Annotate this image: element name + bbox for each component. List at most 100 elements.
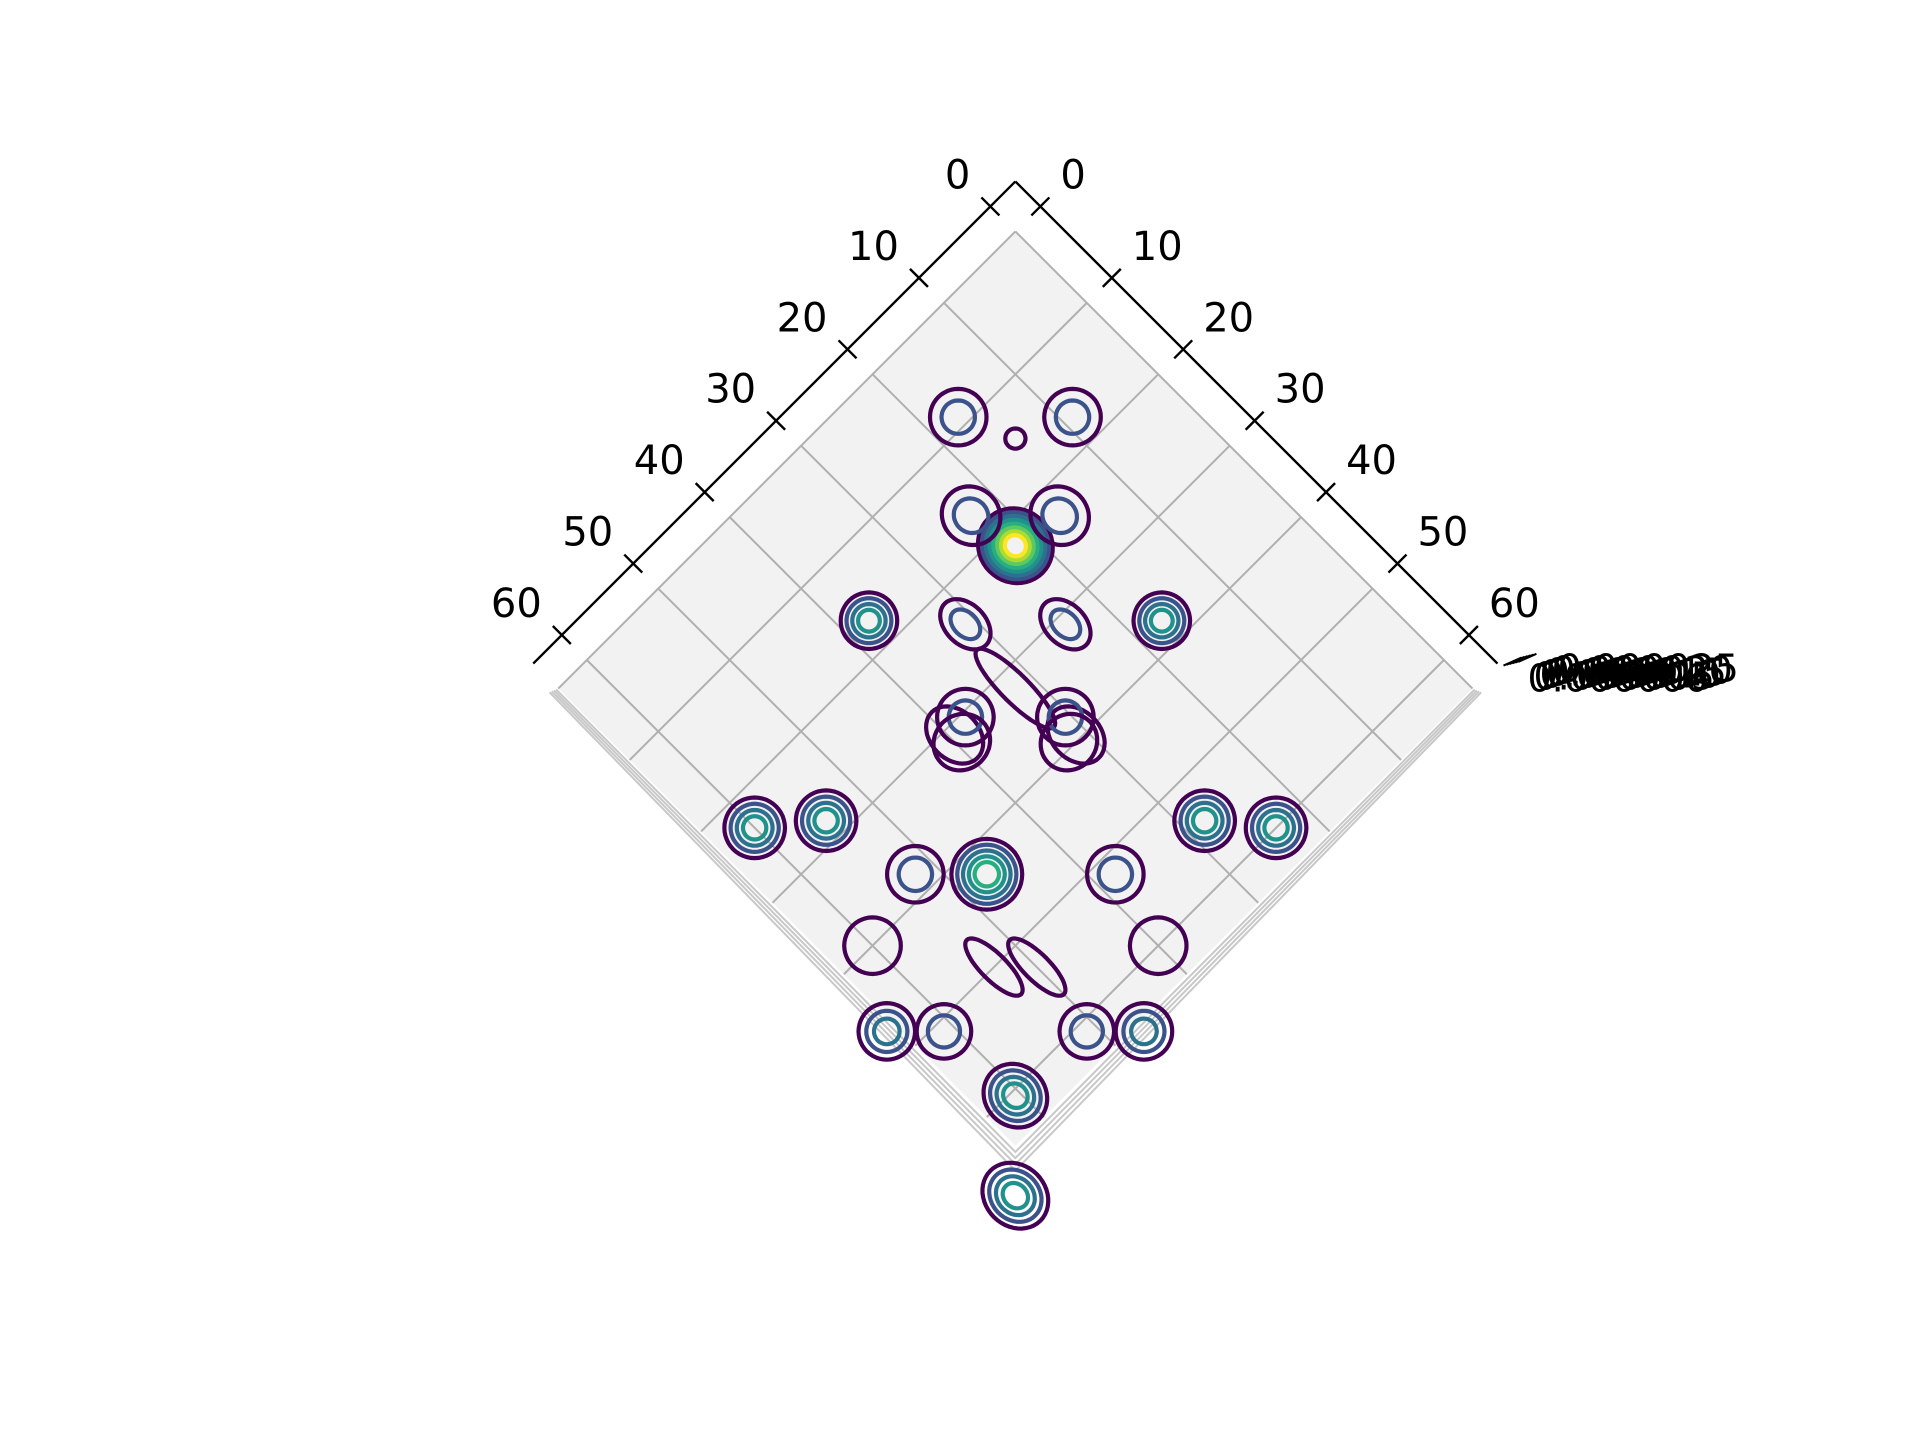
- x-tick-mark: [766, 410, 786, 431]
- grid-line-y: [700, 373, 1159, 833]
- y-tick-mark: [1173, 339, 1194, 360]
- contour-blob: [1035, 686, 1096, 748]
- y-tick-mark: [1244, 410, 1265, 431]
- contour-blob: [1038, 597, 1093, 652]
- x-tick-label: 30: [705, 367, 756, 413]
- contour-blob: [793, 788, 859, 854]
- x-tick-label: 50: [562, 510, 613, 556]
- contour-level-line: [931, 711, 993, 773]
- contour-lines: [722, 386, 1309, 1231]
- x-tick-mark: [551, 625, 572, 645]
- contour-level-line: [927, 386, 989, 448]
- contour-blob: [1127, 915, 1189, 977]
- pane-wall-edge: [553, 689, 1478, 1160]
- contour-level-line: [844, 596, 894, 646]
- contour-level-line: [960, 848, 1013, 901]
- contour-level-line: [935, 686, 996, 748]
- axis-ticks: 0 10 20 30 40 50 60 0 10 20 30 40 50 60 0.0000000.0000…: [491, 152, 1739, 700]
- contour-level-line: [939, 484, 1003, 548]
- contour-level-line: [728, 801, 781, 854]
- contour-level-line: [924, 704, 986, 766]
- contour-level-line: [988, 1068, 1043, 1124]
- y-tick-mark: [1030, 196, 1051, 217]
- grid-line-x: [657, 587, 1117, 1047]
- contour-level-line: [983, 513, 1048, 578]
- contour-level-line: [1042, 386, 1103, 448]
- contour-level-line: [850, 601, 888, 640]
- contour-level-line: [1053, 398, 1092, 436]
- contour-level-line: [1038, 711, 1100, 773]
- contour-level-line: [1028, 484, 1091, 548]
- y-tick-label: 10: [1132, 224, 1183, 270]
- contour-blob: [856, 1001, 918, 1062]
- x-tick-mark: [980, 196, 1001, 217]
- contour-level-line: [1143, 601, 1181, 640]
- contour-level-line: [838, 590, 900, 652]
- contour-blob: [722, 795, 788, 861]
- contour-level-line: [1129, 1016, 1159, 1047]
- contour-level-line: [1096, 855, 1135, 894]
- x-axis-line: [532, 180, 1017, 665]
- y-tick-label: 60: [1489, 581, 1540, 627]
- contour-level-line: [963, 936, 1025, 998]
- contour-level-line: [1000, 1180, 1031, 1211]
- contour-blob: [914, 1002, 974, 1061]
- contour-level-line: [946, 698, 985, 736]
- contour-blob: [1243, 795, 1309, 861]
- contour-blob: [1085, 843, 1146, 905]
- contour-level-line: [1048, 607, 1083, 642]
- contour-blob: [1172, 788, 1238, 854]
- contour-blob: [927, 386, 989, 448]
- x-tick-label: 10: [848, 224, 899, 270]
- contour-blob: [1006, 936, 1068, 998]
- contour-level-line: [864, 1008, 910, 1055]
- contour-blob: [949, 836, 1025, 912]
- contour-blob: [1028, 484, 1091, 548]
- contour-level-line: [955, 842, 1019, 906]
- contour-level-line: [812, 806, 840, 835]
- contour-blob: [981, 1061, 1050, 1130]
- contour-level-line: [993, 1174, 1037, 1218]
- y-tick-label: 40: [1346, 438, 1397, 484]
- contour-level-line: [885, 843, 946, 905]
- contour-level-line: [734, 807, 775, 848]
- contour-blob: [1042, 386, 1103, 448]
- axis-lines: [532, 180, 1499, 665]
- contour-level-line: [994, 1074, 1037, 1117]
- z-tick-label: 0.000015: [1545, 651, 1726, 695]
- x-tick-mark: [694, 482, 715, 502]
- contour-level-line: [998, 529, 1032, 563]
- contour-level-line: [951, 496, 991, 536]
- contour-level-line: [972, 860, 1002, 889]
- contour-level-line: [1046, 698, 1085, 736]
- contour-level-line: [1178, 794, 1231, 847]
- contour-level-line: [1131, 590, 1193, 652]
- contour-blob: [1057, 1002, 1117, 1061]
- y-tick-label: 20: [1203, 295, 1254, 341]
- y-tick-label: 50: [1417, 510, 1468, 556]
- y-tick-mark: [1459, 625, 1479, 645]
- contour-level-line: [980, 1160, 1051, 1231]
- contour-blob: [931, 711, 993, 773]
- contour-level-line: [871, 1016, 902, 1047]
- z-tick-label: 0.000010: [1539, 653, 1720, 697]
- contour-level-line: [1113, 1001, 1175, 1062]
- contour-blob: [1003, 426, 1028, 451]
- contour-blob: [939, 484, 1003, 548]
- contour-blob: [1038, 711, 1100, 773]
- contour-level-line: [1256, 807, 1297, 848]
- contour-level-line: [1038, 597, 1093, 652]
- grid-line-x: [871, 373, 1331, 833]
- x-tick-label: 0: [945, 152, 970, 198]
- contour-level-line: [1121, 1008, 1167, 1055]
- contour-level-line: [1040, 496, 1079, 536]
- x-tick-mark: [837, 339, 858, 360]
- grid-line-y: [628, 302, 1088, 761]
- contour-level-line: [925, 1013, 963, 1050]
- x-tick-mark: [623, 553, 644, 574]
- contour-level-line: [1190, 806, 1219, 835]
- contour-level-line: [856, 607, 882, 634]
- contour-level-line: [1085, 843, 1146, 905]
- contour-level-line: [1001, 1081, 1030, 1110]
- contour-level-line: [799, 794, 853, 847]
